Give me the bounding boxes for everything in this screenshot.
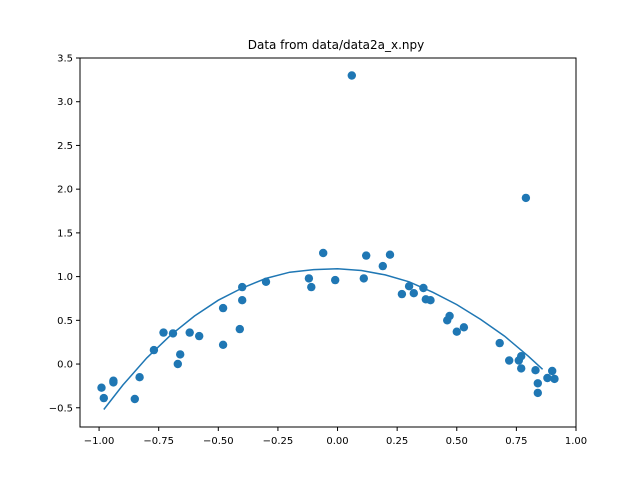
scatter-point — [218, 340, 228, 349]
scatter-point — [397, 289, 407, 299]
x-tick-label: −1.00 — [84, 436, 115, 447]
scatter-point — [235, 324, 244, 334]
scatter-point — [385, 250, 395, 259]
scatter-point — [517, 352, 526, 361]
scatter-point — [173, 359, 182, 369]
scatter-point — [409, 289, 418, 298]
x-tick-label: 1.00 — [565, 436, 587, 447]
x-tick-label: −0.25 — [263, 436, 294, 447]
y-tick-label: 0.5 — [57, 316, 73, 327]
scatter-point — [543, 373, 552, 383]
scatter-point — [347, 71, 356, 80]
scatter-point — [533, 388, 542, 398]
scatter-point — [238, 296, 247, 305]
scatter-point — [495, 338, 504, 348]
scatter-point — [185, 328, 194, 337]
y-tick-label: 1.5 — [57, 228, 73, 239]
scatter-point — [97, 383, 106, 392]
scatter-point — [176, 350, 185, 359]
x-tick-label: 0.00 — [326, 436, 348, 447]
y-axis: −0.5 0.0 0.5 1.0 1.5 2.0 2.5 3.0 3.5 — [49, 54, 80, 414]
plot-area — [97, 71, 559, 410]
scatter-point — [521, 193, 531, 203]
y-tick-label: 2.5 — [57, 141, 73, 152]
y-tick-label: 3.0 — [57, 97, 73, 108]
scatter-point — [130, 394, 139, 404]
scatter-point — [331, 275, 340, 285]
scatter-point — [218, 303, 228, 313]
scatter-point — [307, 282, 316, 292]
scatter-point — [452, 327, 461, 336]
scatter-point — [359, 274, 368, 283]
y-tick-label: 3.5 — [57, 54, 73, 65]
scatter-point — [459, 323, 469, 332]
x-tick-label: −0.50 — [203, 436, 234, 447]
scatter-point — [533, 379, 542, 388]
axes-frame — [79, 57, 577, 428]
x-tick-label: −0.75 — [143, 436, 174, 447]
chart-title: Data from data/data2a_x.npy — [248, 38, 425, 52]
scatter-point — [304, 274, 314, 283]
scatter-point — [517, 364, 526, 373]
scatter-point — [109, 378, 118, 387]
y-tick-label: −0.5 — [49, 403, 73, 414]
y-tick-label: 1.0 — [57, 272, 73, 283]
x-axis: −1.00 −0.75 −0.50 −0.25 0.00 0.25 0.50 0.75 1.00 — [84, 427, 587, 447]
scatter-point — [505, 356, 514, 365]
scatter-point — [548, 366, 557, 376]
y-tick-label: 0.0 — [57, 360, 73, 371]
x-tick-label: 0.50 — [446, 436, 468, 447]
scatter-point — [378, 261, 387, 271]
x-tick-label: 0.75 — [505, 436, 527, 447]
scatter-point — [135, 373, 144, 382]
scatter-point — [550, 374, 559, 384]
scatter-point — [99, 393, 109, 403]
scatter-point — [531, 366, 540, 375]
y-tick-label: 2.0 — [57, 185, 73, 196]
fit-curve-line — [103, 267, 544, 410]
scatter-point — [445, 311, 454, 321]
scatter-point — [319, 248, 328, 258]
scatter-point — [404, 282, 414, 291]
x-tick-label: 0.25 — [386, 436, 408, 447]
scatter-point — [426, 296, 435, 305]
scatter-point — [195, 331, 204, 341]
scatter-point — [159, 328, 168, 337]
scatter-point — [362, 251, 371, 260]
